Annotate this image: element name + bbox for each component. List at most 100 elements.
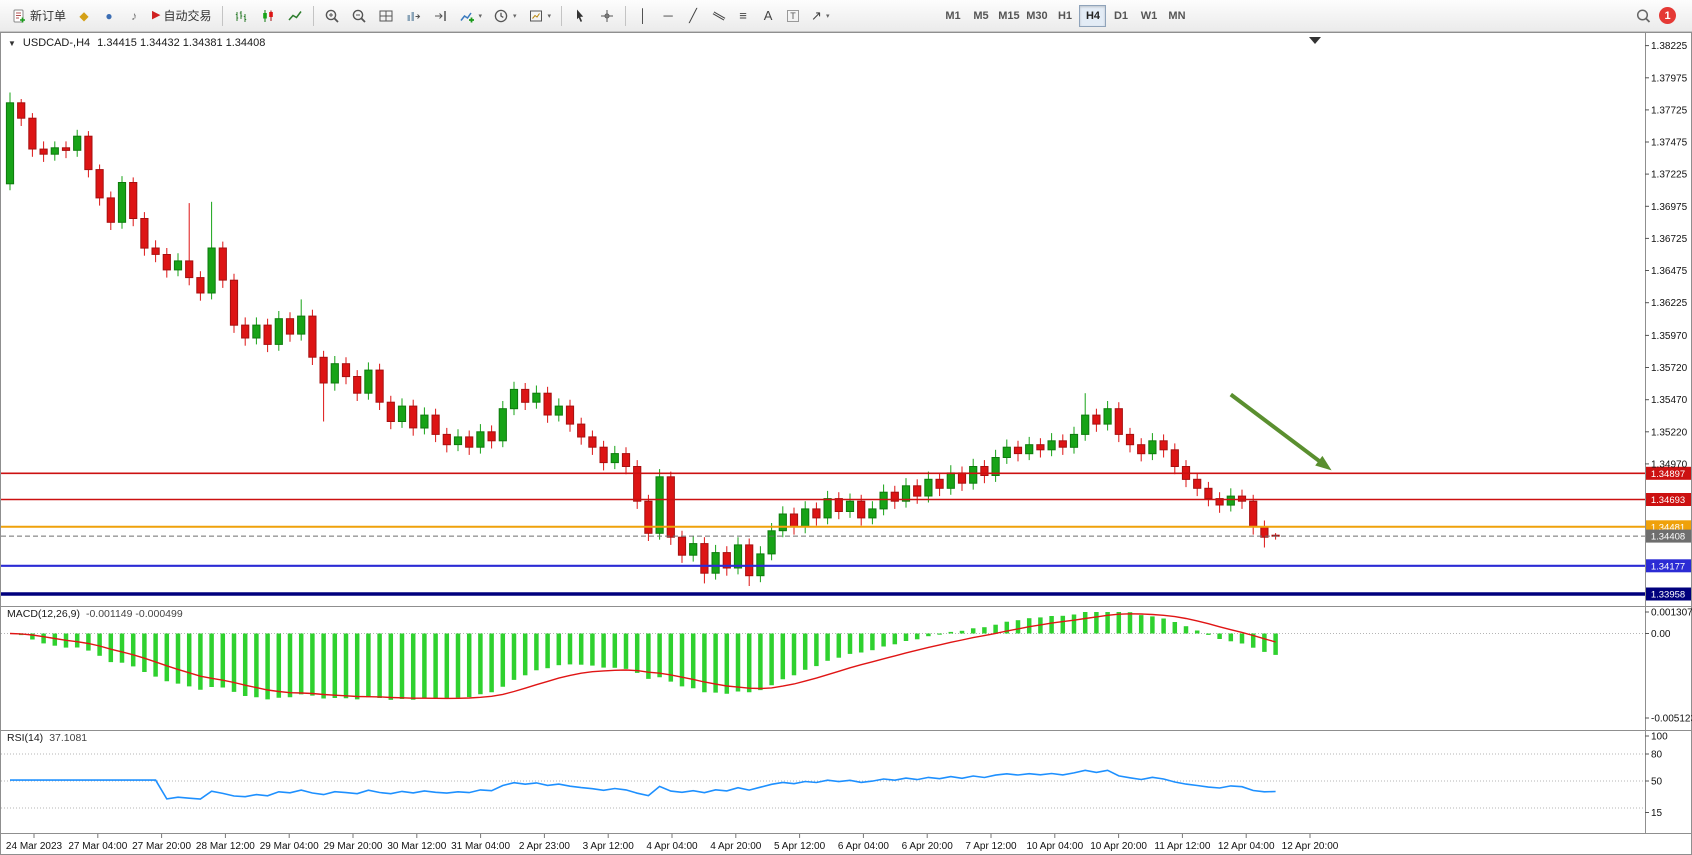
trendline-tool-button[interactable]: ╱: [681, 4, 705, 28]
chevron-down-icon: ▾: [478, 12, 483, 20]
trend-arrow-annotation[interactable]: [1229, 392, 1325, 466]
line-chart-button[interactable]: [282, 4, 308, 28]
arrows-icon: ↗: [811, 8, 822, 23]
candle-body: [364, 369, 373, 394]
candle-body: [308, 315, 317, 358]
chart-shift-marker[interactable]: [1309, 37, 1321, 44]
chevron-down-icon: ▾: [547, 12, 552, 20]
indicators-button[interactable]: ▾: [454, 4, 488, 28]
timeframe-mn-button[interactable]: MN: [1163, 5, 1190, 27]
text-label-icon: T: [787, 9, 799, 22]
candle-body: [140, 218, 149, 249]
candle-body: [1103, 408, 1112, 425]
notification-badge[interactable]: 1: [1659, 7, 1676, 24]
auto-scroll-button[interactable]: [400, 4, 426, 28]
candle-body: [722, 552, 731, 569]
candle-body: [801, 508, 810, 528]
toolbar-separator: [625, 5, 627, 26]
candle-body: [1215, 498, 1224, 506]
rsi-axis-label: 100: [1651, 732, 1668, 743]
candle-body: [17, 102, 26, 119]
candle-body: [1081, 414, 1090, 435]
candlestick-chart-button[interactable]: [255, 4, 281, 28]
price-tag: [1646, 466, 1691, 480]
timeframe-h1-button[interactable]: H1: [1051, 5, 1078, 27]
candle-body: [565, 405, 575, 425]
new-order-button[interactable]: 新订单: [6, 4, 71, 28]
crosshair-button[interactable]: [594, 4, 620, 28]
timeframe-h4-button[interactable]: H4: [1079, 4, 1107, 27]
toolbar-separator: [561, 5, 563, 26]
ohlc-values: 1.34415 1.34432 1.34381 1.34408: [97, 37, 266, 49]
candle-body: [1159, 440, 1168, 451]
candle-body: [229, 279, 239, 326]
templates-button[interactable]: ▾: [523, 4, 557, 28]
fibonacci-tool-button[interactable]: ≡: [731, 4, 755, 28]
horizontal-line-icon: ─: [663, 8, 673, 23]
text-label-tool-button[interactable]: T: [781, 4, 805, 28]
candle-body: [28, 117, 37, 150]
new-order-label: 新订单: [30, 9, 67, 23]
chart-window-frame[interactable]: [0, 32, 1692, 855]
timeframe-w1-button[interactable]: W1: [1135, 5, 1162, 27]
candle-body: [95, 169, 104, 199]
cursor-button[interactable]: [567, 4, 593, 28]
candle-body: [498, 408, 507, 442]
price-axis[interactable]: 1.38225 1.37975 1.37725 1.37475 1.37225 1.369…: [1645, 41, 1688, 470]
autotrading-icon: ▶: [152, 9, 161, 21]
candle-body: [252, 324, 261, 339]
metaeditor-button[interactable]: ◆: [72, 4, 96, 28]
candle-body: [297, 315, 306, 335]
terminal-button[interactable]: ●: [97, 4, 121, 28]
vertical-line-tool-button[interactable]: │: [631, 4, 655, 28]
equidistant-channel-tool-button[interactable]: ∥: [706, 4, 730, 28]
candle-body: [285, 318, 295, 335]
time-axis-label: 12 Apr 04:00: [1218, 841, 1275, 852]
candle-body: [935, 478, 944, 489]
time-axis-label: 27 Mar 04:00: [68, 841, 127, 852]
candle-body: [330, 363, 339, 384]
auto-trading-button[interactable]: ▶ 自动交易: [147, 4, 216, 28]
zoom-in-button[interactable]: [319, 4, 345, 28]
candle-body: [812, 508, 821, 519]
price-tag-label: 1.34481: [1651, 522, 1685, 533]
price-tag-label: 1.34177: [1651, 561, 1685, 572]
candle-body: [946, 472, 955, 489]
symbol-caret-icon[interactable]: ▼: [8, 38, 16, 48]
text-tool-button[interactable]: A: [756, 4, 780, 28]
time-axis[interactable]: 24 Mar 2023 27 Mar 04:00 27 Mar 20:00 28 Ma…: [6, 834, 1339, 852]
sounds-button[interactable]: ♪: [122, 4, 146, 28]
timeframe-d1-button[interactable]: D1: [1107, 5, 1134, 27]
arrows-tool-button[interactable]: ↗ ▾: [806, 4, 834, 28]
timeframe-m30-button[interactable]: M30: [1023, 5, 1050, 27]
candle-body: [106, 197, 115, 223]
candle-body: [733, 544, 743, 569]
candle-body: [588, 436, 597, 448]
candle-body: [823, 498, 832, 519]
candle-body: [834, 498, 843, 513]
horizontal-line-tool-button[interactable]: ─: [656, 4, 680, 28]
bar-chart-button[interactable]: [228, 4, 254, 28]
main-toolbar: 新订单 ◆ ● ♪ ▶ 自动交易: [0, 0, 1692, 32]
candle-body: [129, 182, 138, 219]
search-button[interactable]: [1630, 4, 1656, 28]
timeframe-m5-button[interactable]: M5: [967, 5, 994, 27]
timeframe-m1-button[interactable]: M1: [939, 5, 966, 27]
candle-body: [274, 318, 283, 345]
candle-body: [868, 508, 877, 519]
chart-shift-button[interactable]: [427, 4, 453, 28]
timeframe-m15-button[interactable]: M15: [995, 5, 1022, 27]
candle-body: [375, 369, 384, 403]
candle-body: [1249, 500, 1258, 528]
periods-button[interactable]: ▾: [488, 4, 522, 28]
time-axis-label: 4 Apr 20:00: [710, 841, 762, 852]
zoom-out-button[interactable]: [346, 4, 372, 28]
time-axis-label: 30 Mar 12:00: [387, 841, 446, 852]
candle-body: [1013, 446, 1023, 455]
time-axis-label: 29 Mar 04:00: [260, 841, 319, 852]
equidistant-channel-icon: ∥: [709, 8, 727, 23]
tile-windows-button[interactable]: [373, 4, 399, 28]
candle-body: [1114, 408, 1123, 435]
